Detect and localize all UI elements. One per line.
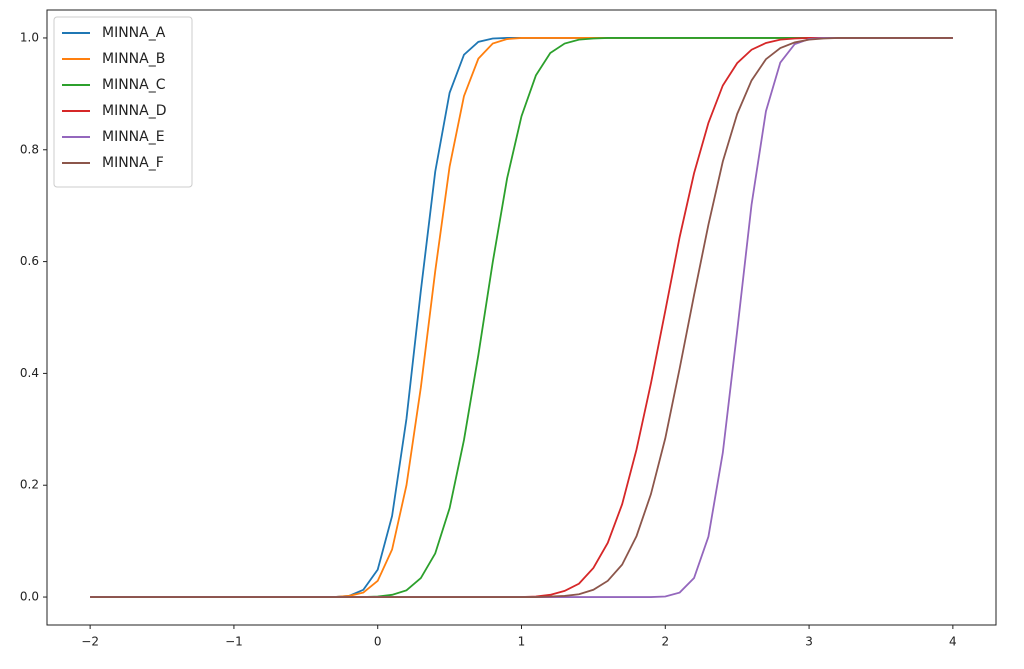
- x-tick-label: −2: [81, 635, 99, 649]
- legend-label: MINNA_E: [102, 129, 165, 145]
- y-tick-label: 0.0: [20, 590, 39, 604]
- y-tick-label: 0.4: [20, 366, 39, 380]
- plot-frame: [46, 9, 997, 626]
- x-tick-label: 2: [661, 635, 669, 649]
- x-tick-label: 4: [949, 635, 957, 649]
- x-tick-label: 1: [518, 635, 526, 649]
- x-tick-label: 0: [374, 635, 382, 649]
- legend-label: MINNA_D: [102, 103, 167, 119]
- y-tick-label: 1.0: [20, 30, 39, 44]
- series-line: [90, 37, 953, 598]
- y-tick-label: 0.2: [20, 478, 39, 492]
- x-tick-label: −1: [225, 635, 243, 649]
- legend-label: MINNA_B: [102, 51, 165, 67]
- legend-label: MINNA_A: [102, 25, 166, 41]
- y-tick-label: 0.6: [20, 254, 39, 268]
- x-tick-label: 3: [805, 635, 813, 649]
- y-tick-label: 0.8: [20, 142, 39, 156]
- legend-label: MINNA_F: [102, 155, 164, 171]
- legend: MINNA_A MINNA_B MINNA_C MINNA_D MINNA_E MINNA…: [53, 16, 193, 188]
- legend-label: MINNA_C: [102, 77, 166, 93]
